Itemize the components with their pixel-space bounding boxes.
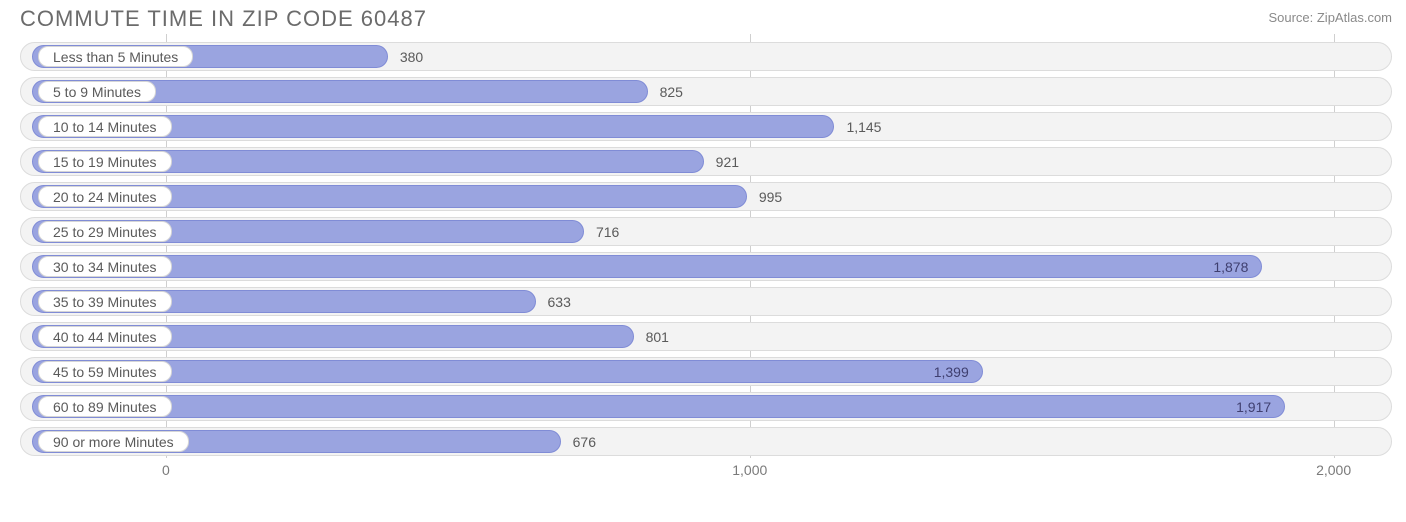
bar	[32, 255, 1263, 278]
category-pill: 45 to 59 Minutes	[38, 361, 172, 382]
category-pill: 15 to 19 Minutes	[38, 151, 172, 172]
value-label: 1,399	[934, 357, 969, 386]
axis-tick-label: 0	[162, 462, 170, 478]
bar-row: 40 to 44 Minutes 801	[20, 322, 1392, 351]
category-pill: 90 or more Minutes	[38, 431, 189, 452]
value-label: 1,917	[1236, 392, 1271, 421]
bar-row: 60 to 89 Minutes 1,917	[20, 392, 1392, 421]
value-label: 825	[660, 77, 683, 106]
value-label: 921	[716, 147, 739, 176]
bar-row: 45 to 59 Minutes 1,399	[20, 357, 1392, 386]
value-label: 676	[573, 427, 596, 456]
category-pill: 25 to 29 Minutes	[38, 221, 172, 242]
axis-tick-label: 1,000	[732, 462, 767, 478]
category-pill: 35 to 39 Minutes	[38, 291, 172, 312]
bar-row: 35 to 39 Minutes 633	[20, 287, 1392, 316]
bar-row: 25 to 29 Minutes 716	[20, 217, 1392, 246]
bar-row: 5 to 9 Minutes 825	[20, 77, 1392, 106]
chart-area: Less than 5 Minutes 380 5 to 9 Minutes 825 1…	[0, 36, 1406, 456]
bar-row: 90 or more Minutes 676	[20, 427, 1392, 456]
value-label: 1,878	[1213, 252, 1248, 281]
category-pill: Less than 5 Minutes	[38, 46, 193, 67]
bar	[32, 360, 983, 383]
chart-source: Source: ZipAtlas.com	[1268, 6, 1392, 25]
category-pill: 5 to 9 Minutes	[38, 81, 156, 102]
x-axis: 0 1,000 2,000	[20, 458, 1392, 484]
bar-row: 10 to 14 Minutes 1,145	[20, 112, 1392, 141]
category-pill: 20 to 24 Minutes	[38, 186, 172, 207]
category-pill: 40 to 44 Minutes	[38, 326, 172, 347]
value-label: 633	[548, 287, 571, 316]
category-pill: 60 to 89 Minutes	[38, 396, 172, 417]
value-label: 801	[646, 322, 669, 351]
chart-title: COMMUTE TIME IN ZIP CODE 60487	[20, 6, 427, 32]
axis-tick-label: 2,000	[1316, 462, 1351, 478]
value-label: 716	[596, 217, 619, 246]
bar-row: Less than 5 Minutes 380	[20, 42, 1392, 71]
bar-row: 20 to 24 Minutes 995	[20, 182, 1392, 211]
bar-row: 30 to 34 Minutes 1,878	[20, 252, 1392, 281]
bars-container: Less than 5 Minutes 380 5 to 9 Minutes 825 1…	[20, 42, 1392, 456]
category-pill: 10 to 14 Minutes	[38, 116, 172, 137]
value-label: 1,145	[846, 112, 881, 141]
value-label: 995	[759, 182, 782, 211]
bar-row: 15 to 19 Minutes 921	[20, 147, 1392, 176]
value-label: 380	[400, 42, 423, 71]
bar	[32, 395, 1285, 418]
category-pill: 30 to 34 Minutes	[38, 256, 172, 277]
